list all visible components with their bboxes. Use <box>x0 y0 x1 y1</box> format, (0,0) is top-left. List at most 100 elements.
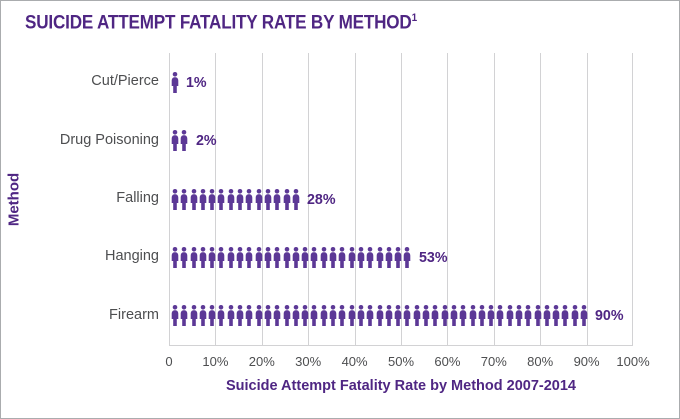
person-icon <box>348 305 355 327</box>
person-icon <box>171 305 179 327</box>
person-icon <box>311 246 318 268</box>
person-icon <box>199 305 207 327</box>
category-label: Drug Poisoning <box>59 131 159 148</box>
person-icon <box>366 246 374 268</box>
person-icon <box>320 305 328 327</box>
person-icon <box>404 305 411 327</box>
gridline <box>261 53 263 345</box>
person-icon <box>385 246 393 268</box>
category-label: Falling <box>116 190 159 206</box>
person-icon <box>534 305 541 327</box>
person-icon <box>208 246 216 268</box>
person-icon <box>376 305 383 327</box>
person-icon <box>246 188 253 210</box>
person-icon <box>487 305 495 327</box>
person-icon <box>552 305 560 327</box>
pictogram-row: 90% <box>171 305 625 327</box>
gridline <box>401 53 402 345</box>
person-icon <box>301 305 309 327</box>
category-label: Firearm <box>109 306 159 323</box>
person-icon <box>376 246 383 268</box>
person-icon <box>236 305 244 327</box>
gridline <box>586 53 588 345</box>
person-icon <box>422 305 430 327</box>
person-icon <box>497 305 504 327</box>
person-icon <box>469 305 476 327</box>
person-icon <box>432 305 439 327</box>
person-icon <box>366 305 374 327</box>
person-icon <box>264 188 272 210</box>
person-icon <box>562 305 569 327</box>
person-icon <box>180 188 188 210</box>
person-icon <box>171 130 179 152</box>
gridline <box>540 53 542 345</box>
person-icon <box>339 305 346 327</box>
person-icon <box>329 305 337 327</box>
person-icon <box>441 305 448 327</box>
person-icon <box>283 246 290 268</box>
person-icon <box>273 188 281 210</box>
person-icon <box>180 305 188 327</box>
person-icon <box>292 188 300 210</box>
chart-title: SUICIDE ATTEMPT FATALITY RATE BY METHOD1 <box>25 12 417 34</box>
person-icon <box>190 188 197 210</box>
x-tick-label: 70% <box>480 354 507 369</box>
x-tick-label: 30% <box>295 354 322 369</box>
value-label: 28% <box>307 190 336 208</box>
x-tick-label: 0 <box>165 354 173 369</box>
value-label: 53% <box>418 248 448 266</box>
person-icon <box>199 188 207 210</box>
person-icon <box>385 305 393 327</box>
person-icon <box>208 305 216 327</box>
person-icon <box>301 246 309 268</box>
person-icon <box>171 246 179 268</box>
person-icon <box>236 188 244 210</box>
person-icon <box>450 305 458 327</box>
gridline <box>354 53 356 345</box>
pictogram-row: 2% <box>171 130 217 152</box>
person-icon <box>320 246 328 268</box>
chart-title-text: SUICIDE ATTEMPT FATALITY RATE BY METHOD <box>25 12 412 34</box>
person-icon <box>339 246 346 268</box>
person-icon <box>218 305 225 327</box>
person-icon <box>236 246 244 268</box>
category-label: Hanging <box>104 248 159 265</box>
person-icon <box>218 246 225 268</box>
person-icon <box>459 305 467 327</box>
person-icon <box>180 130 188 152</box>
person-icon <box>283 305 290 327</box>
gridline <box>632 53 633 345</box>
gridline <box>447 53 449 345</box>
person-icon <box>171 188 179 210</box>
x-tick-label: 100% <box>616 354 650 369</box>
gridline <box>169 53 170 345</box>
person-icon <box>180 246 188 268</box>
person-icon <box>283 188 290 210</box>
value-label: 2% <box>195 132 217 150</box>
x-tick-label: 80% <box>527 354 554 369</box>
person-icon <box>171 71 179 93</box>
person-icon <box>329 246 337 268</box>
gridline <box>215 53 217 345</box>
x-axis-title: Suicide Attempt Fatality Rate by Method … <box>226 378 576 394</box>
person-icon <box>246 246 253 268</box>
plot-area: 1% 2% 28% 53% 90% <box>169 53 633 346</box>
person-icon <box>273 305 281 327</box>
x-tick-label: 90% <box>573 354 600 369</box>
person-icon <box>394 305 402 327</box>
y-axis-title: Method <box>5 172 23 227</box>
person-icon <box>227 305 235 327</box>
person-icon <box>227 246 235 268</box>
gridline <box>308 53 310 345</box>
person-icon <box>580 305 588 327</box>
person-icon <box>413 305 421 327</box>
person-icon <box>506 305 513 327</box>
person-icon <box>515 305 523 327</box>
person-icon <box>190 305 197 327</box>
person-icon <box>218 188 225 210</box>
person-icon <box>524 305 532 327</box>
x-tick-label: 10% <box>202 354 229 369</box>
person-icon <box>543 305 551 327</box>
person-icon <box>227 188 235 210</box>
